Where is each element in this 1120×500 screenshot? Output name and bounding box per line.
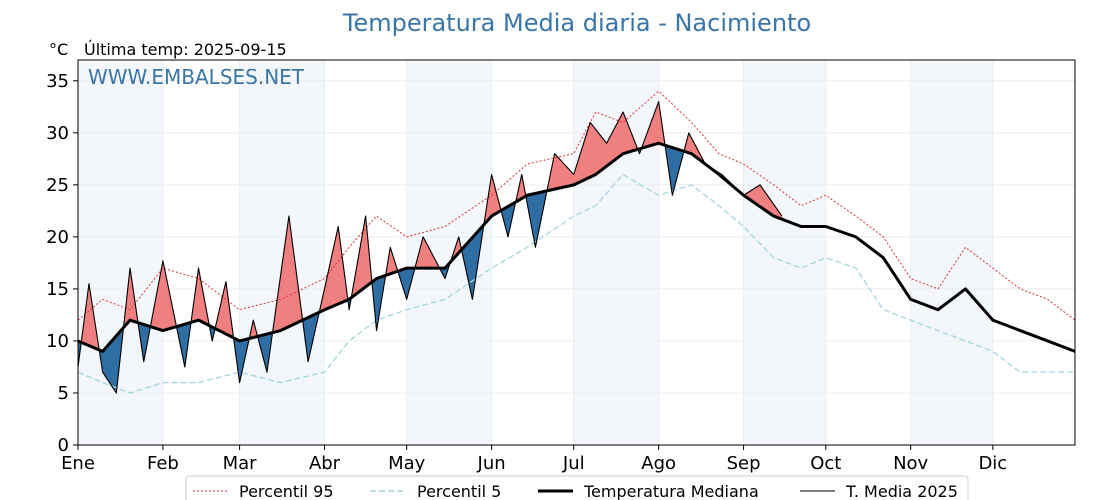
legend-label-median: Temperatura Mediana bbox=[583, 482, 759, 500]
month-shade-5 bbox=[910, 60, 993, 445]
series-lines bbox=[77, 90, 1076, 394]
series-line-percentil-5 bbox=[77, 173, 1075, 394]
x-tick-label-feb: Feb bbox=[147, 453, 179, 474]
legend-label-2025: T. Media 2025 bbox=[845, 482, 958, 500]
x-tick-label-jun: Jun bbox=[477, 453, 506, 474]
x-tick-label-nov: Nov bbox=[893, 453, 928, 474]
x-tick-label-mar: Mar bbox=[223, 453, 258, 474]
x-tick-label-sep: Sep bbox=[727, 453, 761, 474]
x-axis: Ene Feb Mar Abr May Jun Jul Ago Sep Oct Nov Dic bbox=[61, 445, 1007, 474]
x-tick-label-jul: Jul bbox=[562, 453, 585, 474]
legend-label-p5: Percentil 5 bbox=[417, 482, 501, 500]
chart-title: Temperatura Media diaria - Nacimiento bbox=[342, 9, 811, 37]
y-tick-label: 5 bbox=[58, 383, 69, 404]
last-temp-note: Última temp: 2025-09-15 bbox=[84, 40, 287, 59]
y-tick-label: 20 bbox=[46, 227, 69, 248]
series-line-t-media-2025 bbox=[77, 101, 783, 394]
legend: Percentil 95 Percentil 5 Temperatura Med… bbox=[185, 475, 969, 500]
month-shade-1 bbox=[239, 60, 325, 445]
series-line-percentil-95 bbox=[77, 90, 1076, 321]
y-tick-label: 15 bbox=[46, 279, 69, 300]
legend-label-p95: Percentil 95 bbox=[239, 482, 334, 500]
month-shade-4 bbox=[743, 60, 826, 445]
x-tick-label-ene: Ene bbox=[61, 453, 95, 474]
watermark: WWW.EMBALSES.NET bbox=[88, 65, 305, 89]
x-tick-label-abr: Abr bbox=[309, 453, 341, 474]
x-tick-label-dic: Dic bbox=[978, 453, 1007, 474]
series-line-temperatura-mediana bbox=[77, 141, 1076, 353]
plot-frame bbox=[77, 59, 1076, 446]
legend-box bbox=[185, 475, 969, 500]
x-tick-label-ago: Ago bbox=[641, 453, 676, 474]
y-tick-label: 25 bbox=[46, 175, 69, 196]
y-unit-label: °C bbox=[49, 40, 68, 59]
y-tick-label: 0 bbox=[58, 435, 69, 456]
y-tick-label: 30 bbox=[46, 123, 69, 144]
x-tick-label-oct: Oct bbox=[810, 453, 841, 474]
y-tick-label: 35 bbox=[46, 71, 69, 92]
month-shade-0 bbox=[78, 60, 163, 445]
y-axis: 0 5 10 15 20 25 30 35 bbox=[46, 71, 78, 456]
x-tick-label-may: May bbox=[388, 453, 426, 474]
y-tick-label: 10 bbox=[46, 331, 69, 352]
month-shade-3 bbox=[573, 60, 659, 445]
plot-background bbox=[78, 60, 1075, 445]
